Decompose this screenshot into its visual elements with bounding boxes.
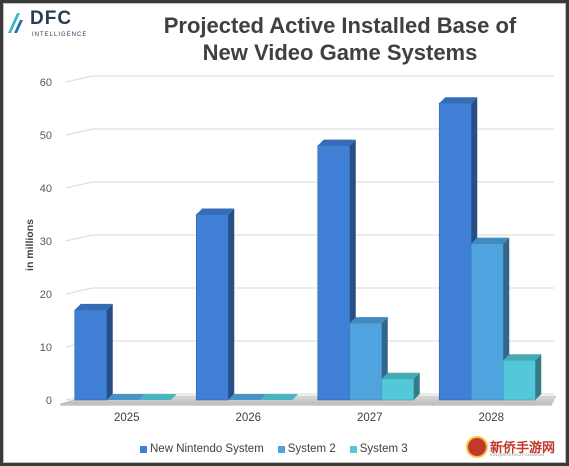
legend-label-series-2: System 2 <box>287 443 336 455</box>
bar-2025-series-1 <box>74 303 113 401</box>
bar-2028-series-2 <box>470 237 510 401</box>
bar-2026-series-2 <box>228 394 267 400</box>
gridline-diag-50 <box>65 128 93 136</box>
legend-item-series-2: System 2 <box>277 443 336 455</box>
watermark-text: 新侨手游网 <box>490 440 556 455</box>
legend-swatch-series-2 <box>277 445 285 453</box>
y-tick-label-20: 20 <box>40 289 52 301</box>
dfc-logo-mark-icon <box>8 13 23 33</box>
chart-title-line-1: Projected Active Installed Base of <box>163 13 517 38</box>
y-tick-label-40: 40 <box>40 183 52 195</box>
x-tick-label-2027: 2027 <box>357 412 383 424</box>
x-tick-label-2026: 2026 <box>235 412 261 424</box>
tick-labels: 0 10 20 30 40 50 60 2025 2026 2027 2028 <box>40 77 504 424</box>
y-tick-label-30: 30 <box>40 236 52 248</box>
y-tick-label-10: 10 <box>40 342 52 354</box>
axes <box>59 395 557 406</box>
gridline-diag-20 <box>65 287 93 295</box>
bar-2026-series-1 <box>195 208 235 401</box>
gridline-diag-30 <box>65 234 93 242</box>
watermark: 新侨手游网 XINQIAOSHOUYOUWANG <box>466 434 560 460</box>
chart-legend: New Nintendo System System 2 System 3 <box>140 442 408 456</box>
bar-2025-series-2 <box>106 394 145 400</box>
legend-swatch-series-3 <box>349 445 357 453</box>
gridline-diag-40 <box>65 181 93 189</box>
bar-2028-series-3 <box>502 354 542 401</box>
legend-label-series-1: New Nintendo System <box>150 443 264 455</box>
legend-swatch-series-1 <box>140 445 147 453</box>
y-axis-label: in millions <box>24 219 36 271</box>
legend-label-series-3: System 3 <box>359 443 408 455</box>
bar-2025-series-3 <box>138 394 177 400</box>
x-tick-label-2025: 2025 <box>114 412 140 424</box>
gridline-diag-60 <box>65 75 93 83</box>
chart-title-line-2: New Video Game Systems <box>202 40 478 65</box>
legend-item-series-1: New Nintendo System <box>140 443 264 455</box>
x-tick-label-2028: 2028 <box>478 412 504 424</box>
logo-name: DFC <box>30 8 73 29</box>
chart-title: Projected Active Installed Base of New V… <box>120 12 560 66</box>
y-tick-label-0: 0 <box>46 395 52 407</box>
legend-item-series-3: System 3 <box>349 443 408 455</box>
bar-2026-series-3 <box>260 394 299 400</box>
bars <box>74 97 542 401</box>
watermark-logo-icon <box>466 436 488 458</box>
y-tick-label-50: 50 <box>40 130 52 142</box>
y-tick-label-60: 60 <box>40 77 52 89</box>
logo-subtitle: INTELLIGENCE <box>32 32 88 38</box>
watermark-subtext: XINQIAOSHOUYOUWANG <box>490 452 545 457</box>
bar-2027-series-3 <box>381 372 420 401</box>
dfc-logo: DFC INTELLIGENCE <box>6 7 90 43</box>
